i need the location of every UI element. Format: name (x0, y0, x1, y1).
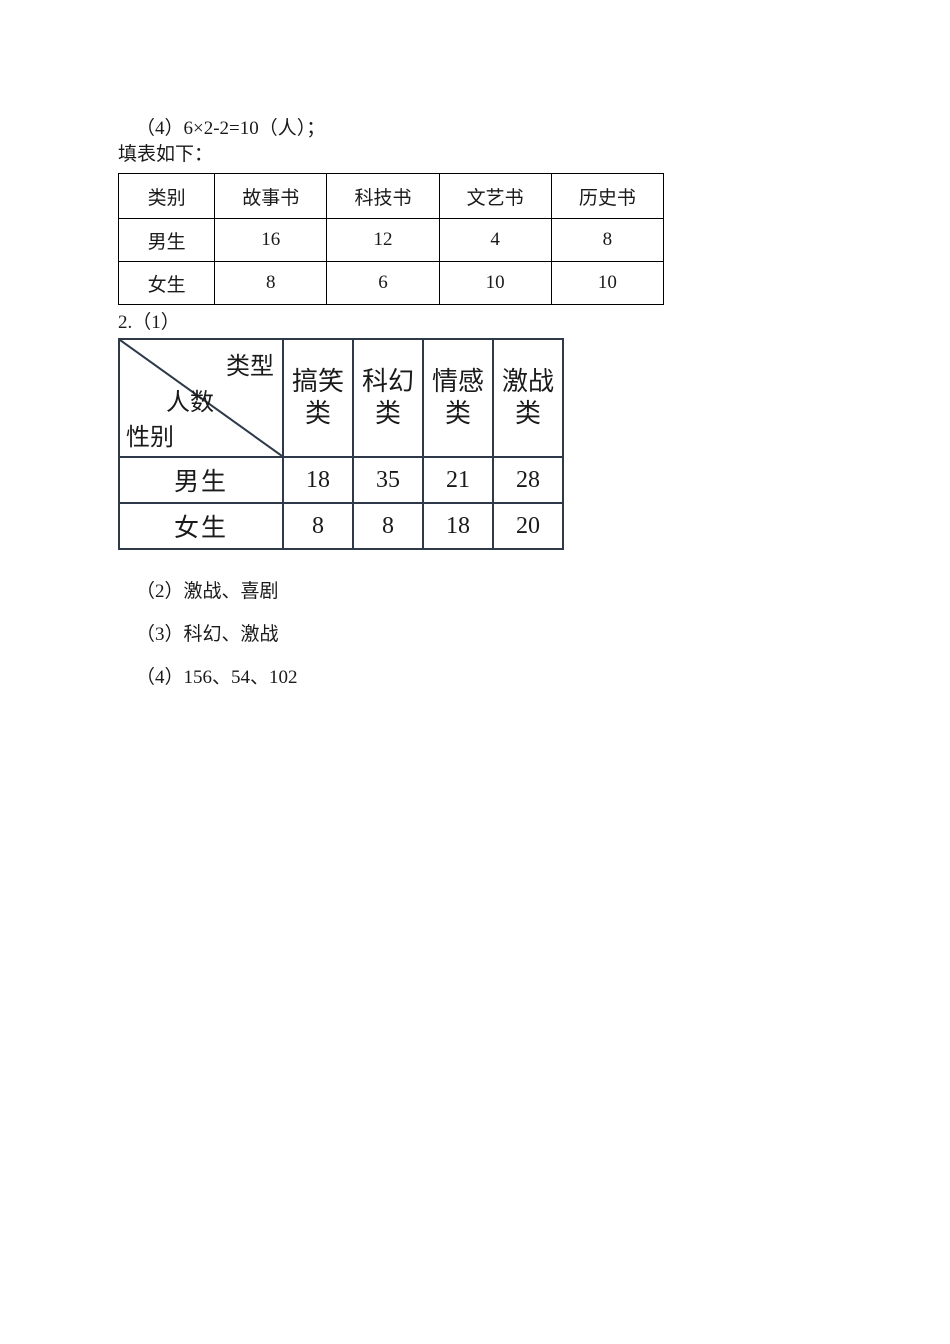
cell: 28 (493, 457, 563, 503)
col-header: 科幻类 (353, 339, 423, 457)
row-label: 男生 (119, 457, 283, 503)
cell: 4 (439, 219, 551, 262)
corner-label-count: 人数 (166, 382, 214, 417)
table-header-row: 类别 故事书 科技书 文艺书 历史书 (119, 174, 664, 219)
cell: 8 (353, 503, 423, 549)
col-header: 情感类 (423, 339, 493, 457)
movie-table: 类型 人数 性别 搞笑类 科幻类 情感类 激战类 男生 18 35 21 28 (118, 338, 564, 550)
answers-block: （2）激战、喜剧 （3）科幻、激战 （4）156、54、102 (118, 576, 832, 689)
table-row: 女生 8 8 18 20 (119, 503, 563, 549)
cell: 18 (283, 457, 353, 503)
cell: 8 (283, 503, 353, 549)
col-header: 历史书 (551, 174, 663, 219)
calc-line: （4）6×2-2=10（人）； (118, 116, 832, 142)
caption-line: 填表如下： (118, 142, 832, 168)
cell: 20 (493, 503, 563, 549)
question-2-label: 2.（1） (118, 307, 832, 334)
row-label: 男生 (119, 219, 215, 262)
cell: 6 (327, 262, 439, 305)
row-label: 女生 (119, 262, 215, 305)
cell: 8 (551, 219, 663, 262)
table-row: 女生 8 6 10 10 (119, 262, 664, 305)
row-label: 女生 (119, 503, 283, 549)
corner-label-type: 类型 (226, 346, 274, 381)
answer-2: （2）激战、喜剧 (118, 576, 832, 603)
answer-3: （3）科幻、激战 (118, 619, 832, 646)
cell: 8 (215, 262, 327, 305)
cell: 35 (353, 457, 423, 503)
table-row: 男生 18 35 21 28 (119, 457, 563, 503)
corner-cell: 类型 人数 性别 (119, 339, 283, 457)
col-header: 故事书 (215, 174, 327, 219)
cell: 10 (551, 262, 663, 305)
page: （4）6×2-2=10（人）； 填表如下： 类别 故事书 科技书 文艺书 历史书… (0, 0, 950, 689)
col-header: 激战类 (493, 339, 563, 457)
col-header: 搞笑类 (283, 339, 353, 457)
answer-4: （4）156、54、102 (118, 662, 832, 689)
cell: 12 (327, 219, 439, 262)
col-header: 科技书 (327, 174, 439, 219)
corner-label-gender: 性别 (126, 417, 174, 452)
col-header: 类别 (119, 174, 215, 219)
cell: 16 (215, 219, 327, 262)
book-table: 类别 故事书 科技书 文艺书 历史书 男生 16 12 4 8 女生 8 6 1… (118, 173, 664, 305)
cell: 21 (423, 457, 493, 503)
table-header-row: 类型 人数 性别 搞笑类 科幻类 情感类 激战类 (119, 339, 563, 457)
cell: 18 (423, 503, 493, 549)
table-row: 男生 16 12 4 8 (119, 219, 664, 262)
cell: 10 (439, 262, 551, 305)
col-header: 文艺书 (439, 174, 551, 219)
